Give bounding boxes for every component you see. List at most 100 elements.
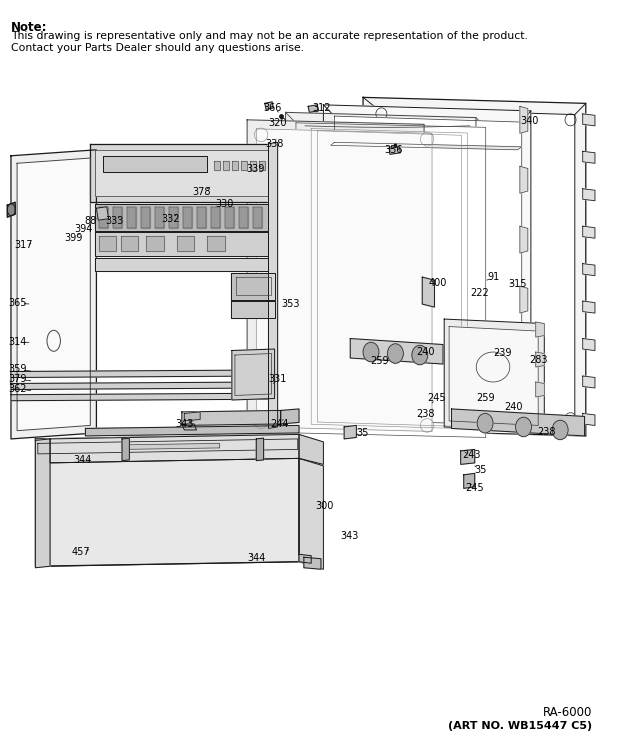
Polygon shape <box>95 232 269 256</box>
Polygon shape <box>536 382 544 397</box>
Circle shape <box>477 413 493 433</box>
Polygon shape <box>583 264 595 276</box>
Polygon shape <box>99 236 116 251</box>
Polygon shape <box>97 207 109 220</box>
Polygon shape <box>350 339 443 364</box>
Text: 378: 378 <box>192 187 211 197</box>
Text: RA-6000: RA-6000 <box>543 706 592 719</box>
Polygon shape <box>95 258 269 271</box>
Polygon shape <box>155 207 164 228</box>
Polygon shape <box>38 439 298 454</box>
Polygon shape <box>331 142 522 150</box>
Text: 344: 344 <box>247 553 266 563</box>
Polygon shape <box>182 424 196 430</box>
Polygon shape <box>304 557 321 569</box>
Polygon shape <box>259 161 266 170</box>
Text: 330: 330 <box>216 199 234 210</box>
Text: This drawing is representative only and may not be an accurate representation of: This drawing is representative only and … <box>11 31 528 41</box>
Text: 365: 365 <box>8 298 26 309</box>
Polygon shape <box>95 204 269 231</box>
Polygon shape <box>90 144 273 202</box>
Polygon shape <box>247 120 424 424</box>
Polygon shape <box>50 458 299 566</box>
Polygon shape <box>256 129 432 431</box>
Polygon shape <box>147 236 164 251</box>
Polygon shape <box>35 434 299 566</box>
Polygon shape <box>520 226 528 253</box>
Polygon shape <box>182 410 281 425</box>
Text: 343: 343 <box>340 531 358 542</box>
Text: 88: 88 <box>84 216 97 226</box>
Text: 240: 240 <box>417 347 435 357</box>
Text: Contact your Parts Dealer should any questions arise.: Contact your Parts Dealer should any que… <box>11 43 304 52</box>
Text: 400: 400 <box>429 278 447 288</box>
Polygon shape <box>250 161 256 170</box>
Polygon shape <box>299 434 323 464</box>
Polygon shape <box>520 106 528 133</box>
Text: 243: 243 <box>462 450 481 461</box>
Polygon shape <box>520 286 528 313</box>
Polygon shape <box>323 105 531 434</box>
Polygon shape <box>296 123 486 437</box>
Text: 320: 320 <box>268 118 287 128</box>
Polygon shape <box>7 202 15 217</box>
Polygon shape <box>11 150 97 439</box>
Polygon shape <box>184 412 200 421</box>
Polygon shape <box>583 376 595 388</box>
Polygon shape <box>85 425 299 436</box>
Text: 259: 259 <box>370 356 389 366</box>
Text: 399: 399 <box>64 233 83 243</box>
Polygon shape <box>232 161 238 170</box>
Text: 35: 35 <box>356 428 369 438</box>
Polygon shape <box>265 102 273 109</box>
Text: 300: 300 <box>316 500 334 511</box>
Polygon shape <box>241 161 247 170</box>
Text: 314: 314 <box>8 337 26 348</box>
Text: 238: 238 <box>537 427 556 437</box>
Polygon shape <box>520 346 528 373</box>
Text: 332: 332 <box>162 213 180 224</box>
Polygon shape <box>377 109 575 424</box>
Polygon shape <box>127 207 136 228</box>
Polygon shape <box>363 97 586 436</box>
Polygon shape <box>583 114 595 126</box>
Polygon shape <box>11 370 271 377</box>
Polygon shape <box>422 277 435 307</box>
Circle shape <box>363 342 379 362</box>
Polygon shape <box>334 116 522 425</box>
Text: (ART NO. WB15447 C5): (ART NO. WB15447 C5) <box>448 721 592 731</box>
Polygon shape <box>183 207 192 228</box>
Polygon shape <box>11 382 271 389</box>
Polygon shape <box>299 554 311 563</box>
Polygon shape <box>225 207 234 228</box>
Polygon shape <box>583 413 595 425</box>
Text: 359: 359 <box>8 364 26 374</box>
Text: 338: 338 <box>266 139 284 149</box>
Polygon shape <box>95 150 269 196</box>
Polygon shape <box>223 161 229 170</box>
Polygon shape <box>583 301 595 313</box>
Polygon shape <box>285 112 476 428</box>
Text: 35: 35 <box>475 464 487 475</box>
Text: 283: 283 <box>529 355 547 366</box>
Polygon shape <box>35 439 50 568</box>
Polygon shape <box>50 434 299 463</box>
Circle shape <box>412 345 428 365</box>
Polygon shape <box>520 402 528 429</box>
Polygon shape <box>177 236 194 251</box>
Polygon shape <box>197 207 206 228</box>
Text: 238: 238 <box>417 409 435 419</box>
Polygon shape <box>583 151 595 163</box>
Polygon shape <box>583 339 595 351</box>
Polygon shape <box>444 319 544 431</box>
Polygon shape <box>253 207 262 228</box>
Polygon shape <box>461 449 475 464</box>
Polygon shape <box>299 458 323 569</box>
Circle shape <box>552 420 568 440</box>
Text: 356: 356 <box>385 145 403 155</box>
Polygon shape <box>239 207 248 228</box>
Polygon shape <box>389 147 400 154</box>
Circle shape <box>387 344 403 363</box>
Text: 339: 339 <box>246 164 264 175</box>
Text: 317: 317 <box>14 240 33 250</box>
